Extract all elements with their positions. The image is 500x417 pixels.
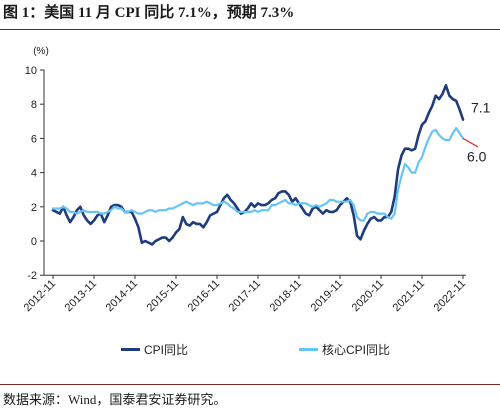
x-tick-label: 2013-11 — [63, 278, 99, 314]
cpi-yoy-series-line — [51, 84, 465, 246]
source-divider-line — [0, 384, 500, 385]
x-tick-label: 2017-11 — [227, 278, 263, 314]
x-tick-label: 2016-11 — [186, 278, 222, 314]
y-tick-label: 4 — [31, 168, 37, 180]
core-cpi-latest-value-label: 6.0 — [467, 148, 487, 164]
figure-title: 图 1：美国 11 月 CPI 同比 7.1%，预期 7.3% — [3, 5, 295, 21]
x-tick-label: 2019-11 — [309, 278, 345, 314]
legend-swatch-core-cpi-yoy — [299, 347, 318, 351]
core-cpi-yoy-series-line — [51, 127, 465, 222]
y-tick-label: -2 — [27, 270, 37, 282]
y-axis-unit-label: (%) — [33, 46, 49, 57]
cpi-latest-value-label: 7.1 — [471, 100, 491, 116]
x-tick-label: 2014-11 — [104, 278, 140, 314]
data-source-note: 数据来源：Wind，国泰君安证券研究。 — [3, 392, 227, 407]
legend-swatch-cpi-yoy — [121, 347, 140, 351]
x-tick-label: 2022-11 — [432, 278, 468, 314]
plot-area: 7.1 6.0 — [51, 84, 491, 246]
x-tick-label: 2021-11 — [391, 278, 427, 314]
y-tick-label: 6 — [31, 133, 37, 145]
legend-label-cpi-yoy: CPI同比 — [144, 342, 189, 357]
title-divider-line — [0, 29, 500, 30]
y-tick-label: 2 — [31, 202, 37, 214]
y-tick-label: 0 — [31, 236, 37, 248]
legend-label-core-cpi-yoy: 核心CPI同比 — [322, 342, 391, 357]
x-tick-label: 2018-11 — [268, 278, 304, 314]
x-tick-label: 2012-11 — [22, 278, 58, 314]
legend-item-core-cpi-yoy: 核心CPI同比 — [299, 341, 390, 357]
annotation-leader-line — [462, 137, 479, 148]
y-tick-label: 10 — [25, 65, 37, 77]
legend-item-cpi-yoy: CPI同比 — [121, 341, 188, 357]
x-tick-label: 2020-11 — [350, 278, 386, 314]
x-tick-label: 2015-11 — [145, 278, 181, 314]
y-tick-label: 8 — [31, 99, 37, 111]
